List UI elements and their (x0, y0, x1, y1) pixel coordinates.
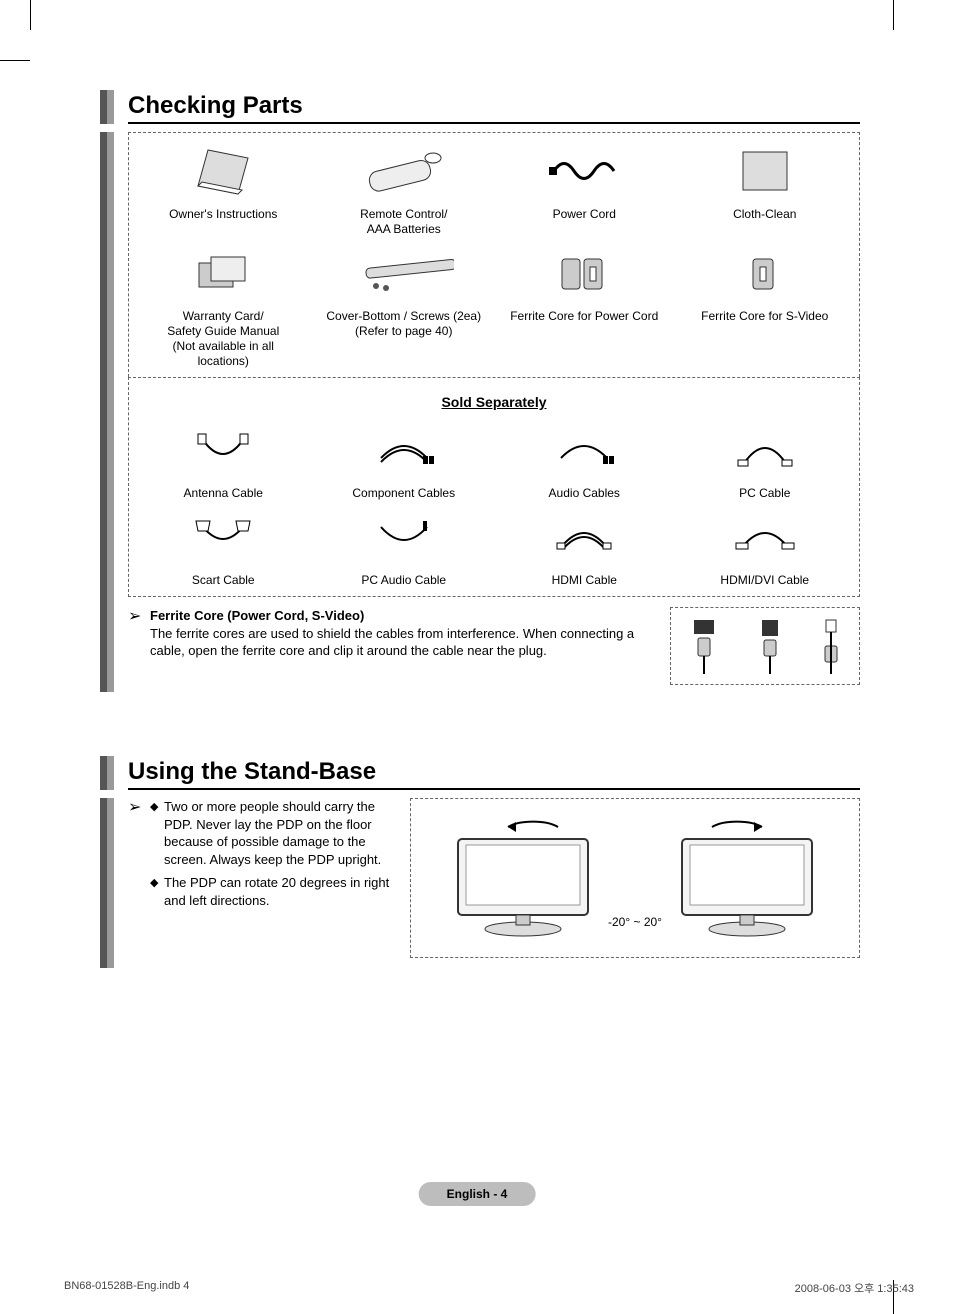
part-antenna-cable: Antenna Cable (135, 420, 312, 501)
part-label: Cloth-Clean (733, 207, 796, 222)
tv-rotate-left-icon (438, 813, 608, 943)
part-audio-cables: Audio Cables (496, 420, 673, 501)
power-cord-icon (544, 151, 624, 191)
ferrite-note: Ferrite Core (Power Cord, S-Video) The f… (150, 607, 658, 660)
manual-icon (188, 146, 258, 196)
cable-icon (369, 428, 439, 472)
part-label: Antenna Cable (184, 486, 263, 501)
part-cover-bottom: Cover-Bottom / Screws (2ea)(Refer to pag… (316, 243, 493, 369)
part-label: Power Cord (553, 207, 616, 222)
stand-rotation-figure: -20° ~ 20° (410, 798, 860, 958)
remote-icon (359, 146, 449, 196)
part-label: Remote Control/AAA Batteries (360, 207, 447, 237)
angle-label: -20° ~ 20° (608, 915, 662, 929)
part-cloth: Cloth-Clean (677, 141, 854, 237)
section-bar-icon (100, 756, 114, 790)
part-component-cables: Component Cables (316, 420, 493, 501)
tv-rotate-right-icon (662, 813, 832, 943)
part-label: Ferrite Core for S-Video (701, 309, 828, 324)
section-title-stand-base: Using the Stand-Base (128, 758, 860, 790)
ferrite-plug-icon (750, 616, 790, 676)
section-side-bar (100, 798, 114, 968)
sold-separately-box: Sold Separately Antenna Cable Component … (128, 377, 860, 597)
cable-icon (188, 428, 258, 472)
part-scart-cable: Scart Cable (135, 507, 312, 588)
stand-bullet-2: The PDP can rotate 20 degrees in right a… (164, 874, 402, 909)
cloth-icon (735, 146, 795, 196)
part-remote: Remote Control/AAA Batteries (316, 141, 493, 237)
part-owners-instructions: Owner's Instructions (135, 141, 312, 237)
part-ferrite-power: Ferrite Core for Power Cord (496, 243, 673, 369)
diamond-bullet-icon: ◆ (150, 874, 164, 909)
part-label: HDMI/DVI Cable (720, 573, 809, 588)
section-title-checking-parts: Checking Parts (128, 92, 860, 124)
part-label: Audio Cables (549, 486, 620, 501)
part-hdmi-cable: HDMI Cable (496, 507, 673, 588)
part-label: Scart Cable (192, 573, 255, 588)
part-label: Owner's Instructions (169, 207, 277, 222)
diamond-bullet-icon: ◆ (150, 798, 164, 868)
parts-box: Owner's Instructions Remote Control/AAA … (128, 132, 860, 377)
stand-bullet-1: Two or more people should carry the PDP.… (164, 798, 402, 868)
part-label: HDMI Cable (552, 573, 617, 588)
part-ferrite-svideo: Ferrite Core for S-Video (677, 243, 854, 369)
cable-icon (549, 515, 619, 559)
section-side-bar (100, 132, 114, 692)
cable-icon (188, 515, 258, 559)
arrow-bullet-icon: ➢ (128, 607, 150, 625)
ferrite-note-body: The ferrite cores are used to shield the… (150, 626, 634, 659)
cable-icon (549, 428, 619, 472)
part-label: Ferrite Core for Power Cord (510, 309, 658, 324)
cable-icon (369, 515, 439, 559)
ferrite-plug-icon (816, 616, 846, 676)
part-label: PC Cable (739, 486, 790, 501)
part-warranty: Warranty Card/Safety Guide Manual(Not av… (135, 243, 312, 369)
crop-mark (893, 0, 894, 30)
part-label: PC Audio Cable (361, 573, 446, 588)
part-pc-cable: PC Cable (677, 420, 854, 501)
ferrite-double-icon (554, 249, 614, 297)
ferrite-plug-icon (684, 616, 724, 676)
ferrite-illustration (670, 607, 860, 685)
crop-mark (30, 0, 31, 30)
ferrite-single-icon (745, 249, 785, 297)
cards-icon (193, 249, 253, 297)
section-bar-icon (100, 90, 114, 124)
cable-icon (730, 428, 800, 472)
crop-mark (0, 60, 30, 61)
part-power-cord: Power Cord (496, 141, 673, 237)
doc-timestamp: 2008-06-03 오후 1:35:43 (795, 1280, 914, 1296)
sold-separately-title: Sold Separately (135, 394, 853, 410)
part-hdmi-dvi-cable: HDMI/DVI Cable (677, 507, 854, 588)
part-label: Cover-Bottom / Screws (2ea)(Refer to pag… (326, 309, 481, 339)
part-pc-audio-cable: PC Audio Cable (316, 507, 493, 588)
page-number-badge: English - 4 (419, 1182, 536, 1206)
part-label: Component Cables (352, 486, 455, 501)
cover-icon (354, 250, 454, 296)
part-label: Warranty Card/Safety Guide Manual(Not av… (167, 309, 279, 369)
ferrite-note-title: Ferrite Core (Power Cord, S-Video) (150, 608, 364, 623)
doc-filename: BN68-01528B-Eng.indb 4 (64, 1280, 189, 1296)
cable-icon (730, 515, 800, 559)
arrow-bullet-icon: ➢ (128, 798, 150, 915)
